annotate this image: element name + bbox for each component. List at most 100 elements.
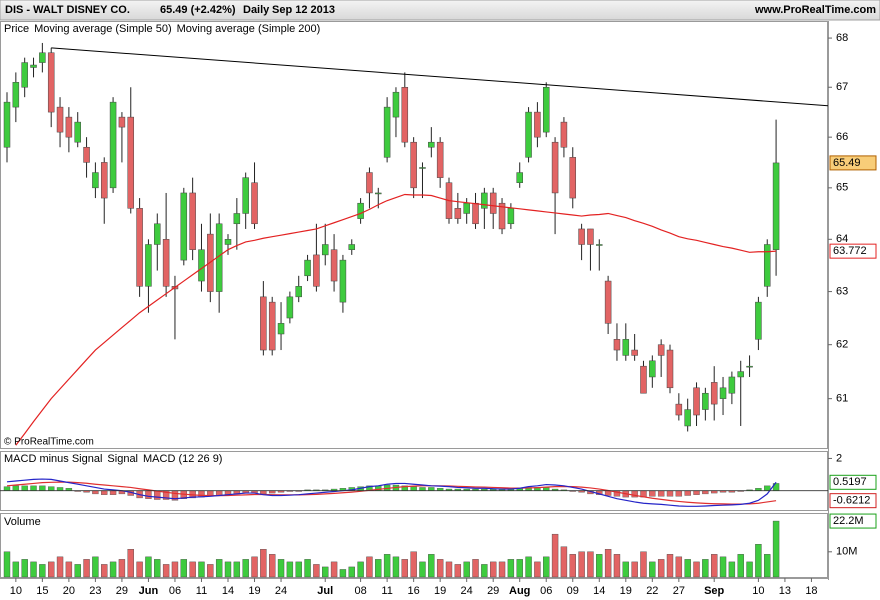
- candle-body: [83, 146, 90, 163]
- candle-body: [542, 86, 550, 133]
- x-tick-label: 11: [196, 585, 207, 597]
- candle-body: [348, 244, 356, 250]
- candle-body: [357, 202, 364, 219]
- histogram-bar: [92, 490, 99, 495]
- candle-body: [295, 286, 302, 298]
- histogram-bar: [21, 485, 28, 491]
- candle-body: [755, 301, 762, 340]
- histogram-bar: [109, 490, 117, 495]
- volume-bar: [145, 556, 152, 578]
- candle-body: [313, 254, 320, 287]
- histogram-bar: [702, 490, 709, 495]
- y-tick-label: 61: [836, 393, 848, 405]
- candle-body: [604, 280, 612, 324]
- volume-bar: [436, 559, 444, 578]
- volume-bar: [313, 564, 320, 578]
- candle-body: [737, 371, 744, 378]
- legend-entry: MACD (12 26 9): [143, 453, 222, 465]
- histogram-bar: [543, 487, 550, 491]
- volume-bar: [92, 556, 99, 578]
- volume-bar: [189, 561, 196, 578]
- volume-bar: [269, 554, 276, 578]
- volume-bar: [596, 554, 603, 578]
- symbol: DIS - WALT DISNEY CO.: [5, 4, 130, 16]
- candle-body: [118, 116, 126, 128]
- volume-bar: [83, 559, 90, 578]
- x-tick-label: 06: [169, 585, 181, 597]
- price-plot: [3, 42, 828, 446]
- volume-bar: [357, 561, 364, 578]
- volume-bar: [631, 561, 638, 578]
- candle-body: [304, 259, 311, 277]
- value-box: [829, 513, 877, 529]
- x-tick-label: 08: [354, 585, 366, 597]
- value-box: [829, 155, 877, 171]
- volume-bar: [675, 556, 683, 578]
- volume-plot: [3, 520, 780, 578]
- candle-body: [454, 208, 462, 219]
- candle-body: [489, 192, 497, 214]
- volume-bar: [622, 561, 629, 578]
- candle-body: [286, 296, 294, 319]
- candle-body: [693, 387, 700, 416]
- volume-bar: [277, 559, 285, 578]
- volume-bar: [534, 561, 541, 578]
- x-tick-label: 06: [540, 585, 552, 597]
- volume-bar: [3, 551, 11, 578]
- candle-body: [3, 101, 11, 148]
- x-tick-label: 23: [89, 585, 101, 597]
- candle-body: [666, 349, 674, 389]
- candle-body: [180, 192, 188, 261]
- header-bar: [0, 0, 880, 21]
- candle-body: [109, 101, 117, 189]
- histogram-bar: [3, 486, 11, 491]
- volume-bar: [428, 554, 435, 578]
- volume-bar: [233, 561, 241, 578]
- volume-bar: [702, 559, 709, 578]
- histogram-bar: [48, 486, 55, 491]
- histogram-bar: [145, 490, 152, 499]
- quote: 65.49 (+2.42%): [160, 4, 236, 16]
- volume-bar: [711, 554, 718, 578]
- macd-panel: [0, 451, 828, 511]
- candle-body: [100, 162, 108, 199]
- candle-body: [719, 387, 727, 399]
- volume-bar: [693, 561, 700, 578]
- macd-plot: [0, 478, 828, 507]
- volume-bar: [74, 564, 81, 578]
- legend-entry: Price: [4, 23, 29, 35]
- volume-bar: [755, 544, 762, 578]
- legend-entry: MACD minus Signal: [4, 453, 102, 465]
- x-tick-label: 11: [381, 585, 392, 597]
- candle-body: [534, 111, 541, 138]
- legend-entry: Signal: [107, 453, 138, 465]
- candle-body: [92, 172, 99, 189]
- candle-body: [277, 323, 285, 335]
- x-tick-label: 19: [434, 585, 446, 597]
- histogram-bar: [260, 490, 267, 495]
- candle-body: [366, 172, 373, 194]
- candle-body: [428, 141, 435, 148]
- candle-body: [684, 409, 691, 427]
- candle-body: [339, 259, 347, 303]
- volume-bar: [304, 559, 311, 578]
- histogram-bar: [39, 485, 46, 491]
- x-tick-label: 24: [275, 585, 287, 597]
- date: Sep 12 2013: [272, 4, 335, 16]
- histogram-bar: [684, 490, 691, 496]
- macd-line: [6, 481, 777, 505]
- value-box-label: 65.49: [833, 157, 861, 169]
- y-tick-label: 62: [836, 339, 848, 351]
- histogram-bar: [12, 485, 20, 491]
- volume-bar: [507, 559, 515, 578]
- volume-bar: [339, 569, 347, 578]
- candle-body: [516, 172, 523, 183]
- candle-body: [640, 365, 647, 394]
- price-panel: [0, 21, 828, 449]
- histogram-bar: [693, 490, 700, 495]
- candle-body: [728, 376, 736, 394]
- volume-bar: [560, 546, 568, 578]
- x-tick-label: 10: [10, 585, 22, 597]
- volume-bar: [472, 559, 479, 578]
- volume-bar: [569, 554, 576, 578]
